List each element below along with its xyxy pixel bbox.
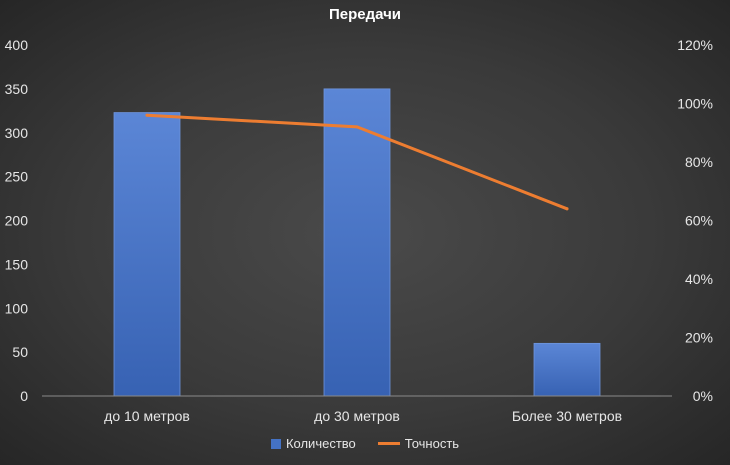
y-right-tick-label: 120% [677,37,713,53]
y-right-tick-label: 60% [685,213,713,229]
y-left-tick-label: 50 [12,344,28,360]
x-tick-label: до 10 метров [104,408,190,424]
y-left-tick-label: 150 [5,256,29,272]
y-left-tick-label: 250 [5,169,29,185]
y-right-tick-label: 80% [685,154,713,170]
y-left-tick-label: 0 [20,388,28,404]
y-right-tick-label: 100% [677,96,713,112]
legend-swatch-line [377,442,400,445]
bar [533,342,601,397]
bar [323,88,391,397]
y-right-tick-label: 40% [685,271,713,287]
bar [113,112,181,397]
legend: Количество Точность [0,436,730,451]
x-tick-label: Более 30 метров [512,408,622,424]
y-left-tick-label: 200 [5,213,29,229]
chart-title: Передачи [328,6,402,23]
y-right-tick-label: 0% [693,388,713,404]
line-point [145,113,149,117]
legend-swatch-bar [270,438,281,449]
line-point [355,125,359,129]
legend-label-bar: Количество [285,436,356,451]
y-left-tick-label: 350 [5,81,29,97]
legend-item-line: Точность [377,436,460,451]
x-tick-label: до 30 метров [314,408,400,424]
y-left-tick-label: 300 [5,125,29,141]
legend-label-line: Точность [404,436,460,451]
y-right-tick-label: 20% [685,330,713,346]
y-left-tick-label: 100 [5,300,29,316]
y-left-tick-label: 400 [5,37,29,53]
legend-item-bar: Количество [270,436,356,451]
line-point [565,207,569,211]
